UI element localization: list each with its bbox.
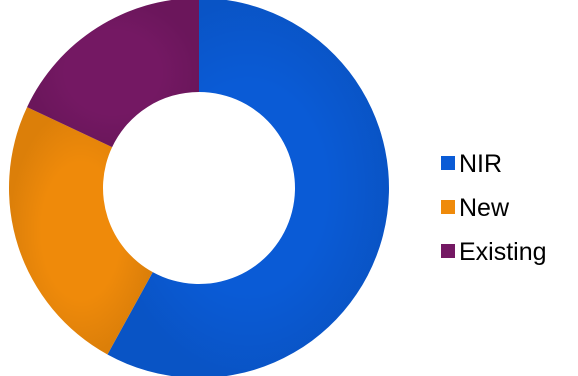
legend: NIR New Existing [441, 150, 547, 266]
legend-swatch-nir [441, 156, 455, 170]
legend-swatch-existing [441, 244, 455, 258]
legend-label-existing: Existing [459, 238, 547, 266]
slice-shading-existing [27, 0, 199, 148]
donut-slices [8, 0, 389, 376]
slice-shading-nir [107, 0, 389, 376]
slice-shading-new [8, 107, 153, 355]
legend-label-nir: NIR [459, 150, 502, 178]
legend-label-new: New [459, 194, 510, 222]
legend-swatch-new [441, 200, 455, 214]
